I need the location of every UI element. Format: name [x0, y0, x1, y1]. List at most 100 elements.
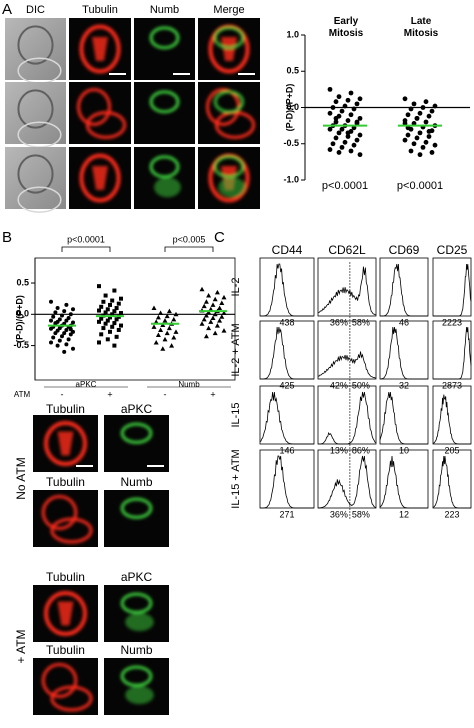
- y-axis-label: (P-D)/(P+D): [14, 295, 24, 343]
- point: [420, 144, 426, 150]
- point: [68, 327, 73, 332]
- histogram-frame: [432, 320, 472, 380]
- point: [114, 306, 119, 311]
- point: [426, 134, 432, 139]
- point: [103, 310, 108, 315]
- histogram-frame: [379, 257, 429, 317]
- point: [210, 302, 216, 307]
- micrograph: [198, 82, 260, 144]
- tubulin: [50, 517, 93, 544]
- point: [345, 134, 351, 139]
- point: [166, 308, 172, 314]
- tubulin: [79, 24, 121, 74]
- micrograph: [69, 18, 131, 80]
- point: [336, 150, 342, 155]
- y-tick-label: 0.5: [16, 277, 29, 287]
- histogram-frame: [379, 385, 429, 445]
- numb: [125, 612, 154, 632]
- stain: [41, 495, 93, 544]
- point: [206, 325, 212, 331]
- stain: [120, 592, 154, 632]
- point: [348, 112, 354, 118]
- point: [212, 311, 218, 317]
- p-value: p<0.005: [173, 234, 206, 244]
- point: [105, 307, 110, 312]
- point: [112, 343, 117, 348]
- y-axis-label: (P-D)/(P+D): [284, 84, 294, 132]
- point: [221, 328, 227, 333]
- point: [103, 293, 108, 298]
- micrograph: [134, 147, 195, 209]
- point: [171, 334, 177, 340]
- point: [110, 298, 115, 303]
- mfi-label: 438: [279, 317, 294, 327]
- percent-label: 58%: [352, 509, 370, 519]
- stain: [77, 88, 127, 139]
- point: [345, 97, 351, 103]
- point: [351, 106, 357, 112]
- point: [219, 300, 225, 306]
- point: [164, 330, 170, 336]
- point: [342, 139, 348, 145]
- point: [101, 299, 106, 304]
- percent-label: 42%: [330, 380, 348, 390]
- tubulin: [50, 685, 93, 712]
- micrograph: [33, 490, 98, 547]
- mfi-label: 425: [279, 380, 294, 390]
- point: [49, 318, 53, 323]
- point: [68, 312, 73, 317]
- point: [330, 105, 336, 110]
- histogram-frame: [317, 449, 377, 509]
- point: [348, 90, 354, 96]
- point: [105, 318, 110, 323]
- point: [158, 310, 164, 316]
- point: [103, 321, 108, 326]
- point: [408, 106, 414, 112]
- point: [357, 152, 363, 158]
- point: [423, 139, 429, 145]
- numb: [213, 26, 245, 50]
- tubulin: [206, 88, 240, 126]
- point: [345, 118, 351, 123]
- point: [203, 313, 209, 318]
- condition-label: + ATM: [14, 629, 28, 663]
- point: [199, 321, 205, 326]
- point: [155, 332, 161, 337]
- point: [203, 299, 209, 304]
- point: [429, 150, 435, 155]
- point: [169, 343, 175, 348]
- point: [164, 313, 170, 319]
- image-label: Numb: [120, 475, 152, 489]
- point: [339, 108, 345, 114]
- treatment: +: [107, 389, 112, 399]
- image-label: aPKC: [121, 402, 153, 416]
- numb: [154, 177, 181, 198]
- histogram-curve: [433, 263, 472, 317]
- numb: [213, 155, 245, 179]
- panel-label: C: [214, 229, 225, 246]
- point: [339, 144, 345, 150]
- histogram-frame: [317, 385, 377, 445]
- point: [206, 309, 212, 315]
- image-label: Numb: [120, 643, 152, 657]
- histogram-frame: [317, 320, 377, 380]
- point: [173, 311, 179, 317]
- stain: [41, 663, 93, 712]
- stain: [44, 590, 87, 637]
- row-label: IL-15: [230, 402, 242, 427]
- point: [221, 294, 227, 300]
- point: [112, 321, 117, 326]
- image-background: [5, 147, 66, 209]
- histogram-frame: [379, 449, 429, 509]
- histogram-curve: [318, 266, 377, 316]
- percent-label: 50%: [352, 380, 370, 390]
- point: [71, 307, 75, 312]
- stain: [149, 155, 181, 198]
- point: [351, 142, 357, 148]
- image-label: Tubulin: [46, 570, 85, 584]
- group-label: Numb: [178, 380, 200, 389]
- mfi-label: 271: [279, 509, 294, 519]
- point: [108, 329, 112, 334]
- point: [208, 319, 214, 324]
- point: [119, 323, 123, 328]
